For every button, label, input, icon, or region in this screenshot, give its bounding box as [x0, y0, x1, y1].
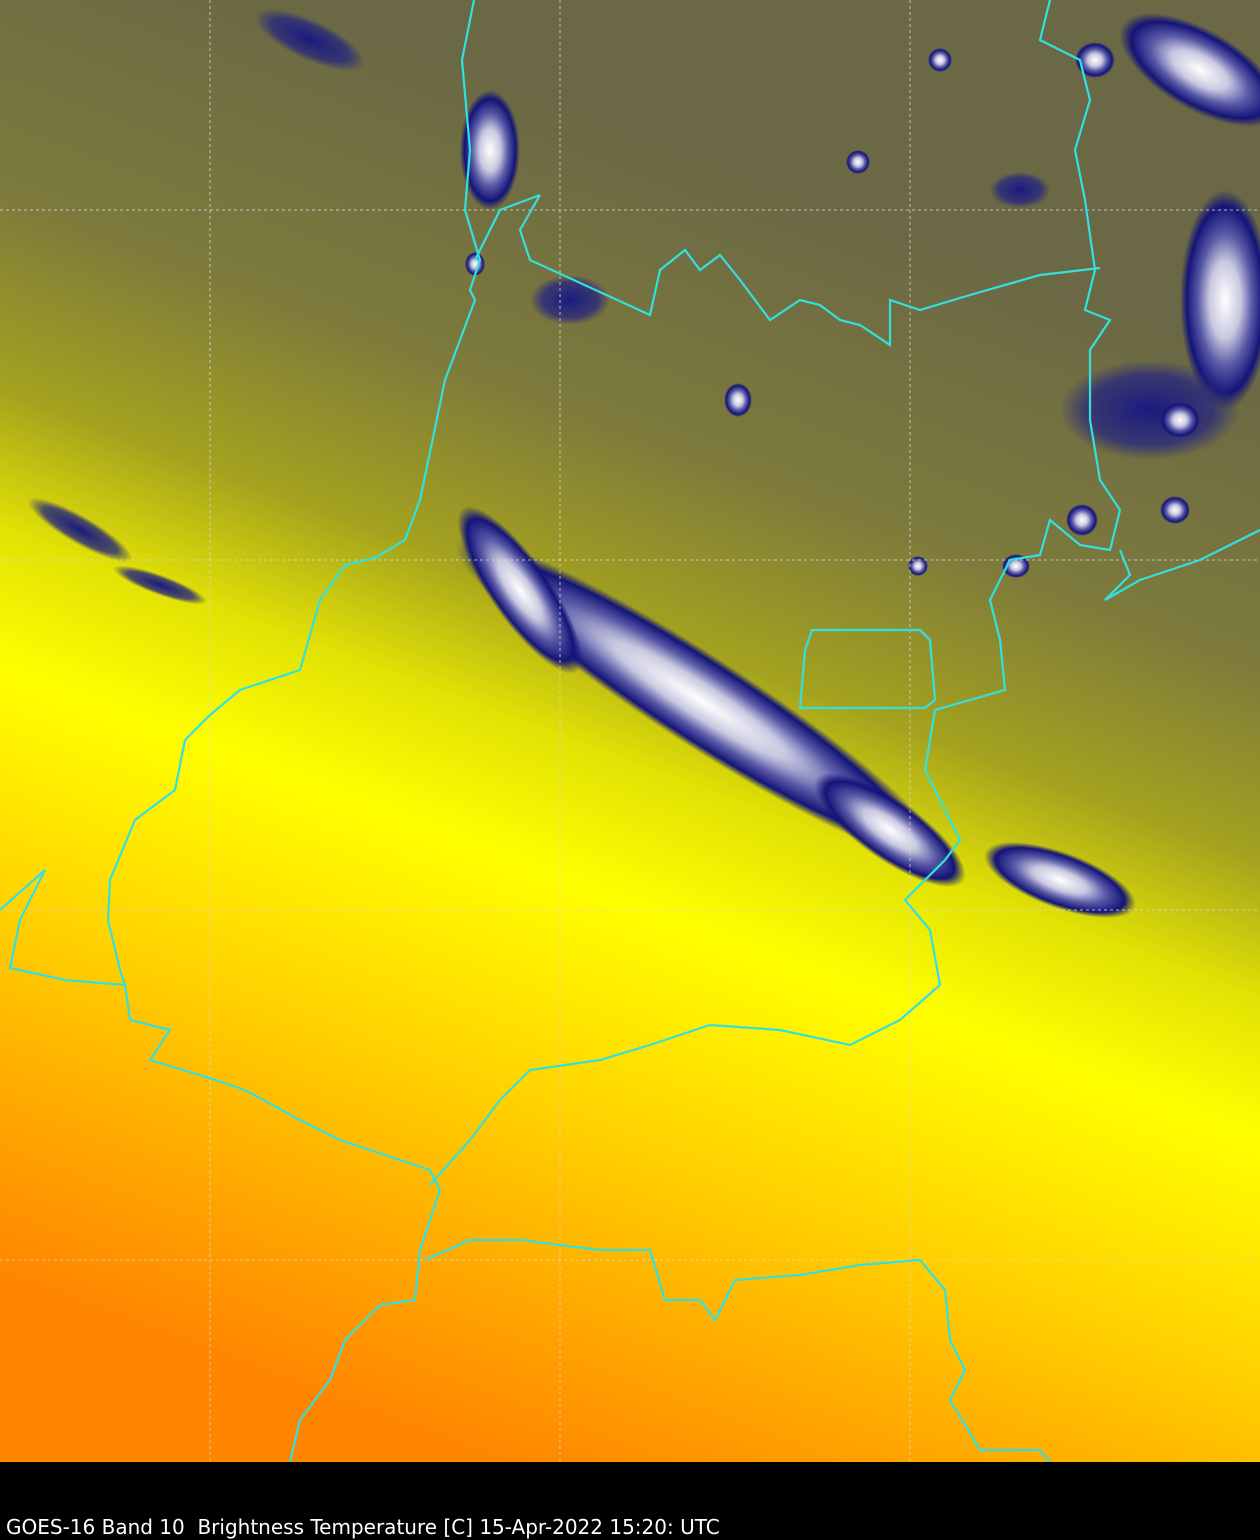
- caption-bar: [0, 1462, 1260, 1540]
- caption: GOES-16 Band 10 Brightness Temperature […: [6, 1515, 720, 1539]
- background: [0, 0, 1260, 1462]
- borders: [0, 0, 1260, 1462]
- graticule: [0, 0, 1260, 1462]
- satellite-image: [0, 0, 1260, 1462]
- clouds: [27, 8, 1260, 918]
